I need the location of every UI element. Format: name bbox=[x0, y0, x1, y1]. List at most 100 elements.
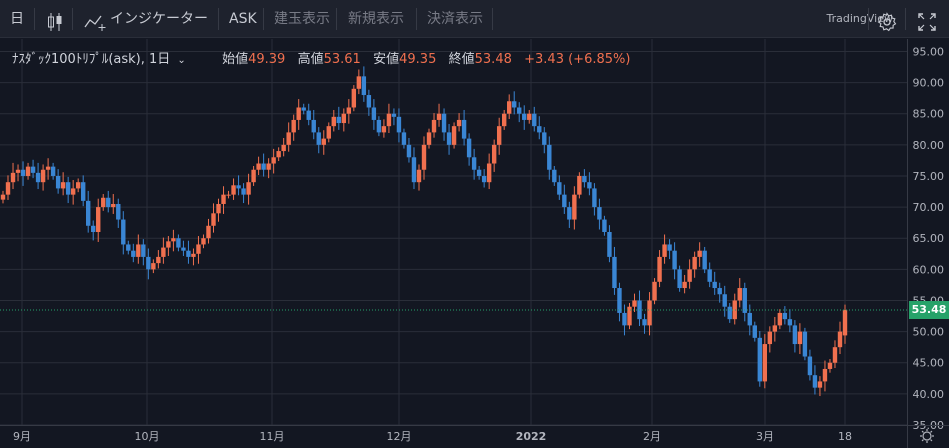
candle-body bbox=[25, 166, 31, 176]
candle-body bbox=[286, 132, 291, 145]
price-tick-label: 45.00 bbox=[913, 357, 945, 370]
candle-body bbox=[271, 157, 276, 164]
candle-body bbox=[787, 319, 793, 326]
candle-body bbox=[416, 169, 422, 183]
candle-body bbox=[481, 175, 487, 183]
candle-body bbox=[20, 169, 26, 176]
candle-body bbox=[592, 188, 597, 208]
candle-body bbox=[431, 119, 437, 133]
candle-body bbox=[296, 107, 301, 120]
high-value: 53.61 bbox=[323, 52, 361, 67]
indicators-button[interactable]: インジケーター bbox=[110, 11, 208, 27]
candle-body bbox=[632, 300, 637, 307]
candle-body bbox=[166, 241, 171, 248]
close-label: 終値 bbox=[448, 52, 475, 67]
candle-body bbox=[532, 113, 537, 127]
candle-body bbox=[116, 203, 121, 220]
candle-body bbox=[181, 247, 186, 251]
toolbar-divider bbox=[416, 8, 417, 30]
ask-button[interactable]: ASK bbox=[229, 11, 257, 27]
candle-body bbox=[261, 163, 266, 170]
show-positions-button[interactable]: 建玉表示 bbox=[274, 11, 330, 27]
time-tick-label: 11月 bbox=[260, 430, 285, 443]
candle-body bbox=[451, 126, 457, 145]
candle-body bbox=[436, 113, 442, 120]
candle-body bbox=[607, 232, 612, 257]
symbol-label[interactable]: ﾅｽﾀﾞｯｸ100ﾄﾘﾌﾟﾙ(ask), 1日 bbox=[12, 52, 171, 67]
candle-body bbox=[682, 281, 687, 289]
open-value: 49.39 bbox=[248, 52, 286, 67]
candle-body bbox=[622, 312, 627, 326]
candle-body bbox=[156, 256, 161, 264]
candle-body bbox=[151, 263, 156, 270]
settings-gear-icon[interactable] bbox=[877, 9, 897, 32]
candle-body bbox=[562, 194, 567, 208]
candle-body bbox=[276, 151, 281, 158]
toolbar-divider bbox=[868, 8, 869, 30]
candle-body bbox=[201, 238, 206, 245]
candle-body bbox=[256, 163, 261, 170]
candle-body bbox=[507, 101, 512, 114]
candle-body bbox=[106, 197, 111, 208]
candle-body bbox=[35, 172, 41, 183]
candle-body bbox=[136, 244, 141, 257]
time-tick-label: 2022 bbox=[516, 430, 547, 443]
candle-body bbox=[817, 381, 823, 388]
candle-body bbox=[456, 119, 462, 127]
candle-body bbox=[391, 113, 397, 117]
candle-body bbox=[757, 337, 762, 382]
show-settlements-button[interactable]: 決済表示 bbox=[427, 11, 483, 27]
candle-body bbox=[702, 250, 707, 270]
price-tick-label: 60.00 bbox=[913, 263, 945, 276]
toolbar-divider bbox=[492, 8, 493, 30]
candle-body bbox=[301, 107, 306, 111]
candle-body bbox=[426, 132, 432, 145]
show-new-orders-button[interactable]: 新規表示 bbox=[348, 11, 404, 27]
price-tick-label: 75.00 bbox=[913, 170, 945, 183]
candle-body bbox=[832, 347, 838, 363]
axis-settings-icon[interactable] bbox=[922, 431, 932, 441]
axis-settings-icon-tooth bbox=[930, 430, 933, 433]
candle-body bbox=[642, 319, 647, 326]
change-value: +3.43 (+6.85%) bbox=[524, 52, 631, 67]
candle-body bbox=[657, 256, 662, 282]
candle-body bbox=[406, 144, 412, 158]
candle-body bbox=[10, 172, 16, 183]
candle-body bbox=[126, 244, 131, 251]
candle-body bbox=[40, 169, 46, 183]
candle-body bbox=[512, 101, 517, 108]
candle-body bbox=[522, 113, 527, 120]
candle-body bbox=[752, 325, 757, 338]
candle-body bbox=[216, 203, 221, 214]
candle-body bbox=[336, 116, 341, 124]
candle-body bbox=[667, 244, 672, 251]
candlestick-icon[interactable] bbox=[46, 9, 64, 31]
candle-body bbox=[486, 163, 492, 183]
candle-body bbox=[722, 294, 727, 307]
candle-body bbox=[727, 306, 732, 320]
fullscreen-icon[interactable] bbox=[917, 9, 937, 31]
candle-body bbox=[822, 368, 828, 382]
candle-body bbox=[476, 169, 482, 176]
interval-button[interactable]: 日 bbox=[10, 11, 24, 27]
candle-body bbox=[547, 144, 552, 170]
candle-body bbox=[647, 300, 652, 326]
top-toolbar: 日 インジケーター ASK 建玉表示 新規表示 決済表示 TradingView bbox=[0, 0, 949, 38]
candle-body bbox=[737, 288, 742, 301]
time-tick-label: 10月 bbox=[135, 430, 160, 443]
candle-body bbox=[471, 157, 477, 170]
candle-body bbox=[491, 144, 497, 164]
candle-body bbox=[226, 194, 231, 196]
indicators-icon[interactable] bbox=[84, 9, 106, 31]
chevron-down-icon[interactable]: ⌄ bbox=[177, 55, 186, 66]
candle-body bbox=[797, 331, 803, 345]
candle-body bbox=[196, 244, 201, 254]
axis-settings-icon-tooth bbox=[921, 439, 924, 442]
candle-body bbox=[346, 107, 352, 114]
candle-body bbox=[356, 76, 362, 89]
price-tick-label: 65.00 bbox=[913, 232, 945, 245]
candle-body bbox=[617, 288, 622, 313]
candle-body bbox=[70, 188, 76, 195]
candle-body bbox=[191, 253, 196, 257]
